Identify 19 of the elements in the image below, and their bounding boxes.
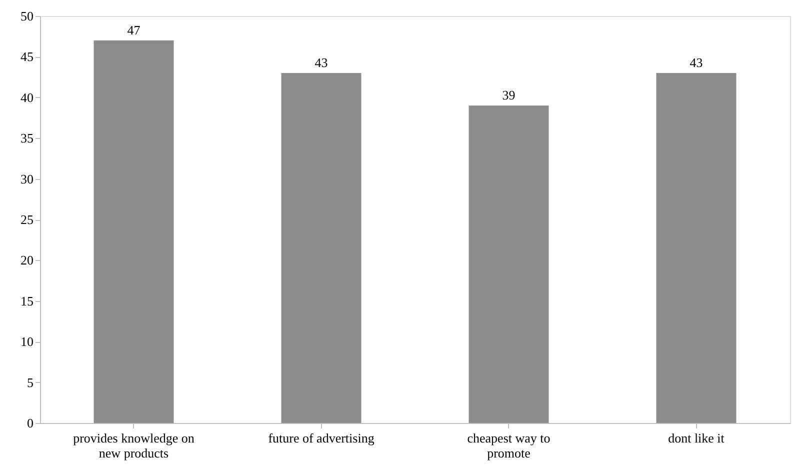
y-tick-label: 0	[27, 416, 34, 430]
data-label: 43	[314, 54, 328, 70]
x-tick-label: cheapest way to promote	[467, 430, 550, 460]
y-tick-label: 40	[20, 90, 34, 105]
y-tick-label: 30	[20, 171, 34, 186]
y-tick-label: 5	[27, 374, 34, 390]
y-tick-label: 15	[20, 293, 34, 308]
data-label: 47	[127, 22, 141, 38]
y-tick-label: 35	[20, 130, 34, 146]
data-label: 43	[690, 54, 703, 70]
y-tick-label: 20	[20, 252, 34, 268]
y-tick-label: 10	[20, 334, 34, 350]
data-label: 39	[502, 88, 516, 103]
y-tick-label: 50	[20, 8, 34, 24]
y-tick-label: 25	[20, 212, 34, 227]
x-tick-label: future of advertising	[268, 430, 375, 446]
x-tick-label: dont like it	[668, 430, 725, 446]
y-tick-label: 45	[20, 49, 34, 64]
x-tick-label: provides knowledge on new products	[73, 430, 195, 460]
